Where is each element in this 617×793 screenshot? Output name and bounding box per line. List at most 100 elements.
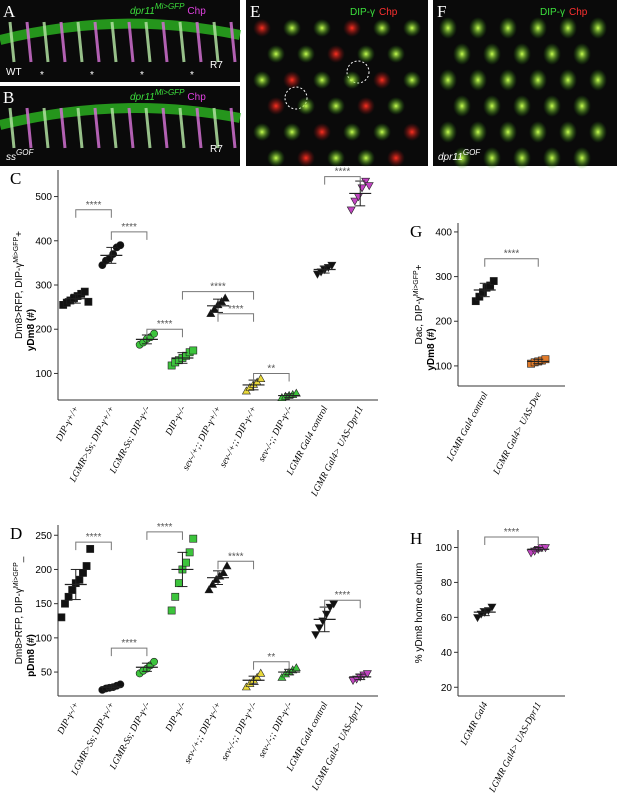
cell-blob — [543, 95, 561, 117]
x-tick-label: sev-/+;; DIP-γ-/+ — [218, 405, 259, 470]
cell-blob — [313, 123, 331, 141]
band — [0, 18, 242, 45]
y-axis-label: Dm8>RFP, DIP-γMi>GFP_ — [13, 556, 25, 664]
cell-blob — [453, 95, 471, 117]
cell-blob — [499, 69, 517, 91]
cell-blob — [327, 149, 345, 167]
x-tick-label: sev-/-;; DIP-γ-/- — [257, 701, 295, 760]
point — [75, 575, 84, 584]
cell-blob — [357, 45, 375, 63]
band — [0, 103, 241, 130]
y-tick-label: 200 — [35, 565, 52, 576]
panel-letter: B — [3, 88, 14, 107]
cell-blob — [343, 19, 361, 37]
cell-blob — [499, 121, 517, 143]
column — [42, 21, 50, 63]
point — [80, 287, 89, 296]
significance-bracket — [484, 536, 539, 545]
panel-letter: A — [3, 2, 16, 21]
column — [25, 107, 33, 149]
point — [327, 261, 337, 270]
cell-blob — [387, 45, 405, 63]
significance-bracket — [75, 209, 112, 218]
cell-blob — [313, 71, 331, 89]
y-tick-label: 300 — [35, 281, 52, 292]
point — [350, 197, 360, 206]
significance-label: **** — [121, 222, 137, 233]
y-label-part: % yDm8 home column — [414, 563, 425, 664]
column — [229, 21, 237, 63]
significance-bracket — [146, 531, 183, 540]
asterisks: * * * * — [40, 70, 194, 81]
y-tick-label: 250 — [35, 531, 52, 542]
y-label-part: _ — [14, 556, 25, 563]
point — [218, 568, 228, 577]
significance-label: **** — [335, 167, 351, 178]
significance-label: **** — [504, 527, 520, 538]
x-tick-label: DIP-γ-/- — [164, 701, 188, 735]
cell-blob — [283, 123, 301, 141]
cell-blob — [253, 123, 271, 141]
significance-label: **** — [210, 282, 226, 293]
x-tick-label: LGMR Gal4> UAS-Dve — [491, 391, 543, 478]
column — [144, 107, 152, 149]
cell-blob — [357, 149, 375, 167]
cell-blob — [267, 97, 285, 115]
column — [178, 21, 186, 63]
point — [167, 606, 176, 615]
stain-label: dpr11Mi>GFP Chp — [130, 2, 206, 17]
stain-label: DIP-γ Chp — [350, 7, 398, 18]
cell-blob — [439, 69, 457, 91]
cell-blob — [297, 97, 315, 115]
cell-blob — [559, 69, 577, 91]
point — [204, 585, 214, 594]
x-tick-label: LGMR Gal4 — [459, 701, 491, 749]
x-tick-label: LGMR Gal4> UAS-Dpr11 — [487, 701, 544, 793]
y-tick-label: 80 — [441, 578, 453, 589]
column — [195, 21, 203, 63]
column — [42, 107, 50, 149]
y-axis-label: pDm8 (#) — [26, 634, 37, 677]
image-labels: A dpr11Mi>GFP Chp WT R7 * * * * B dpr11Mi>GF… — [3, 2, 588, 163]
column — [8, 107, 16, 149]
cell-blob — [327, 45, 345, 63]
point — [346, 206, 356, 215]
cell-blob — [267, 45, 285, 63]
point — [150, 657, 158, 666]
cell-blob — [589, 69, 607, 91]
y-label-part: Mi>GFP — [13, 237, 20, 263]
point — [256, 668, 266, 677]
significance-label: **** — [86, 200, 102, 211]
y-tick-label: 100 — [435, 361, 452, 372]
point — [314, 624, 324, 633]
x-tick-label: LGMR Gal4 control — [445, 390, 490, 464]
y-tick-label: 400 — [35, 236, 52, 247]
y-tick-label: 40 — [441, 648, 453, 659]
y-axis-label: Dm8>RFP, DIP-γMi>GFP+ — [13, 231, 25, 339]
cell-blob — [373, 71, 391, 89]
stain-label: DIP-γ Chp — [540, 7, 588, 18]
x-tick-label: DIP-γ+/+ — [54, 405, 81, 444]
point — [189, 534, 198, 543]
cell-blob — [403, 123, 421, 141]
y-label-part: + — [14, 231, 25, 237]
point — [189, 346, 198, 355]
cell-label: R7 — [210, 144, 223, 155]
significance-bracket — [181, 291, 255, 300]
y-axis-label: % yDm8 home column — [414, 563, 425, 664]
cell-blob — [559, 121, 577, 143]
point — [540, 544, 550, 553]
cell-blob — [439, 17, 457, 39]
point — [291, 663, 301, 672]
column — [8, 21, 16, 63]
point — [220, 293, 230, 302]
column — [93, 21, 101, 63]
y-tick-label: 500 — [35, 192, 52, 203]
cell-blob — [403, 71, 421, 89]
y-tick-label: 200 — [35, 325, 52, 336]
x-tick-label: LGMR-Ss; DIP-γ-/- — [108, 701, 152, 773]
x-tick-label: DIP-γ-/- — [164, 405, 188, 439]
panel-letter: G — [410, 222, 422, 241]
cell-blob — [469, 121, 487, 143]
